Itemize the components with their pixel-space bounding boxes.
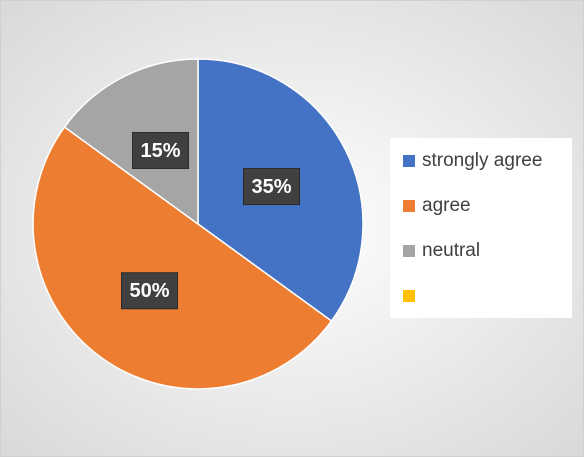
legend-label: strongly agree [422,150,542,171]
data-label: 50% [129,280,169,302]
legend-swatch [403,155,415,167]
data-label-box [132,131,190,169]
pie-slice [63,58,199,226]
data-label-box [121,272,179,310]
legend-swatch [403,245,415,257]
data-label: 15% [141,140,181,162]
legend-swatch [403,200,415,212]
data-label-box [243,168,301,206]
legend-swatch [403,290,415,302]
data-label: 35% [251,176,291,198]
legend-label: agree [422,195,471,216]
legend-label: neutral [422,240,480,261]
legend-box [390,138,572,318]
pie-slice [32,125,333,390]
